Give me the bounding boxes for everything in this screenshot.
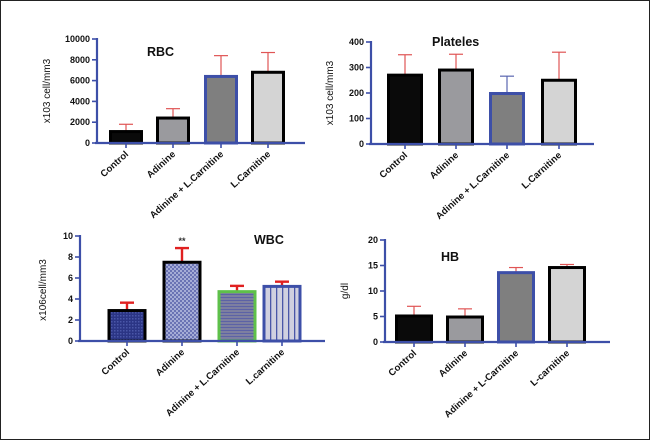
y-tick-label: 100 xyxy=(349,114,364,124)
x-tick-label-adinine: Adinine xyxy=(428,150,461,181)
y-axis-label: g/dl xyxy=(340,283,351,299)
x-tick-label-l-carnitine: L.carnitine xyxy=(244,347,287,387)
bar-l-carnitine xyxy=(548,266,586,344)
bar-adinine xyxy=(446,315,484,344)
y-tick-label: 6000 xyxy=(70,76,90,86)
y-tick-label: 4000 xyxy=(70,96,90,106)
x-tick-label-control: Control xyxy=(99,149,131,180)
y-tick-label: 0 xyxy=(85,138,90,148)
x-tick-label-adinine: Adinine xyxy=(154,347,187,378)
bar-adinine-l-carnitine xyxy=(497,271,535,344)
y-tick-label: 15 xyxy=(368,261,378,271)
chart-title: Plateles xyxy=(432,35,479,49)
x-tick-label-control: Control xyxy=(378,150,410,181)
bar-adinine-l-carnitine xyxy=(489,92,525,146)
y-tick-label: 200 xyxy=(349,88,364,98)
significance-marker: ** xyxy=(178,236,186,246)
y-tick-label: 4 xyxy=(68,294,73,304)
x-tick-label-adinine: Adinine xyxy=(145,149,178,180)
bar-adinine-l-carnitine xyxy=(204,74,238,145)
y-tick-label: 2 xyxy=(68,315,73,325)
x-tick-label-l-carnitine: L.Carnitine xyxy=(520,150,564,191)
x-tick-label-adinine: Adinine xyxy=(437,348,470,379)
y-tick-label: 300 xyxy=(349,63,364,73)
y-tick-label: 8000 xyxy=(70,55,90,65)
chart-title: RBC xyxy=(147,45,174,59)
bar-l-carnitine xyxy=(262,284,302,343)
bar-control xyxy=(395,314,433,344)
bar-adinine xyxy=(162,260,202,343)
y-tick-label: 400 xyxy=(349,37,364,47)
x-tick-label-control: Control xyxy=(100,347,132,378)
chart-title: WBC xyxy=(254,233,284,247)
bar-control xyxy=(387,73,423,146)
y-tick-label: 10 xyxy=(63,231,73,241)
chart-title: HB xyxy=(441,250,459,264)
y-tick-label: 10000 xyxy=(65,34,90,44)
y-tick-label: 20 xyxy=(368,235,378,245)
y-tick-label: 0 xyxy=(373,337,378,347)
y-tick-label: 0 xyxy=(359,139,364,149)
y-tick-label: 0 xyxy=(68,336,73,346)
bar-l-carnitine xyxy=(251,70,285,145)
y-axis-label: x106cell/mm3 xyxy=(38,259,49,321)
y-tick-label: 5 xyxy=(373,312,378,322)
y-tick-label: 10 xyxy=(368,286,378,296)
y-tick-label: 2000 xyxy=(70,117,90,127)
bar-adinine xyxy=(156,116,190,145)
bar-l-carnitine xyxy=(541,78,577,146)
x-tick-label-control: Control xyxy=(387,348,419,379)
y-axis-label: x103 cell/mm3 xyxy=(42,58,53,123)
y-axis-label: x103 cell/mm3 xyxy=(325,60,336,125)
x-tick-label-l-carnitine: L.Carnitine xyxy=(229,149,273,190)
y-tick-label: 8 xyxy=(68,252,73,262)
bar-adinine-l-carnitine xyxy=(217,290,257,343)
y-tick-label: 6 xyxy=(68,273,73,283)
bar-control xyxy=(109,130,143,145)
bar-control xyxy=(107,309,147,343)
bar-adinine xyxy=(438,68,474,146)
x-tick-label-l-carnitine: L-carnitine xyxy=(529,348,572,389)
